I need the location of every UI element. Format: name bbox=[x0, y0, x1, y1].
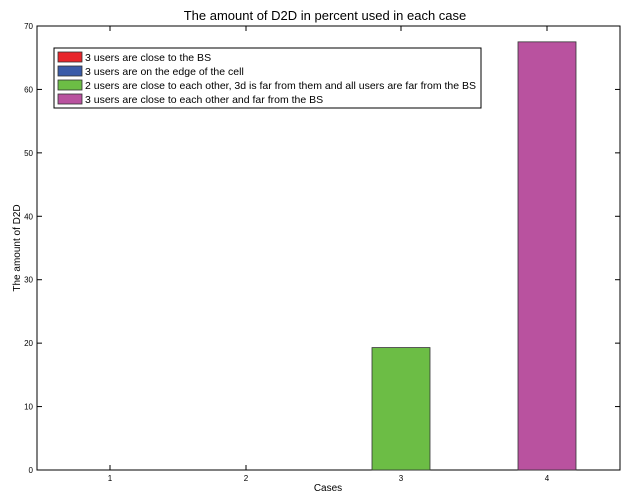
legend-label: 2 users are close to each other, 3d is f… bbox=[85, 80, 476, 92]
chart-title: The amount of D2D in percent used in eac… bbox=[184, 8, 467, 23]
legend-swatch bbox=[57, 79, 83, 91]
y-tick-label: 10 bbox=[24, 403, 33, 412]
y-tick-label: 0 bbox=[29, 466, 34, 475]
legend-swatch bbox=[57, 93, 83, 105]
x-tick-label: 1 bbox=[108, 474, 113, 483]
x-tick-label: 2 bbox=[244, 474, 249, 483]
y-axis-label: The amount of D2D bbox=[12, 204, 23, 291]
bar-case-4 bbox=[517, 41, 577, 471]
bars bbox=[371, 41, 577, 471]
x-tick-label: 4 bbox=[545, 474, 550, 483]
y-tick-label: 30 bbox=[24, 276, 33, 285]
legend-label: 3 users are on the edge of the cell bbox=[85, 66, 244, 78]
y-tick-label: 70 bbox=[24, 22, 33, 31]
x-axis-label: Cases bbox=[314, 483, 342, 494]
x-tick-label: 3 bbox=[399, 474, 404, 483]
y-tick-label: 60 bbox=[24, 85, 33, 94]
y-tick-label: 50 bbox=[24, 149, 33, 158]
y-tick-label: 40 bbox=[24, 212, 33, 221]
legend-label: 3 users are close to each other and far … bbox=[85, 94, 323, 106]
bar-case-3 bbox=[371, 347, 431, 471]
legend-box bbox=[53, 47, 482, 109]
y-tick-label: 20 bbox=[24, 339, 33, 348]
legend-swatch bbox=[57, 51, 83, 63]
legend-label: 3 users are close to the BS bbox=[85, 52, 211, 64]
axis-ticks: 0 10 20 30 40 50 60 70 1 2 3 4 bbox=[24, 22, 620, 483]
legend: 3 users are close to the BS 3 users are o… bbox=[53, 47, 482, 109]
legend-swatch bbox=[57, 65, 83, 77]
